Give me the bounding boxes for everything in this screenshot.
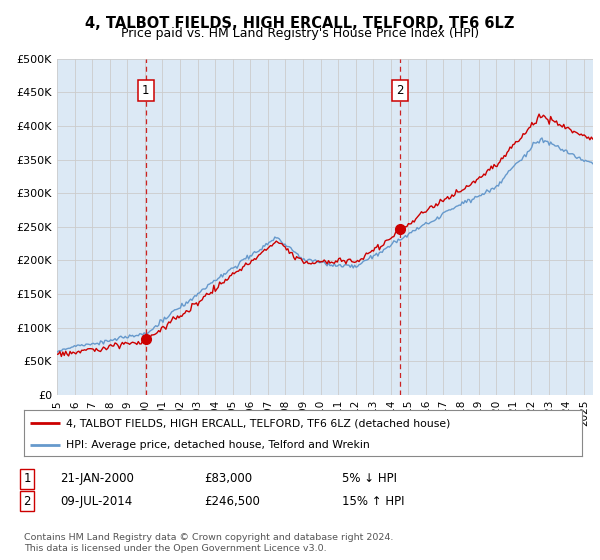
Text: 15% ↑ HPI: 15% ↑ HPI — [342, 494, 404, 508]
Text: 1: 1 — [23, 472, 31, 486]
Text: Contains HM Land Registry data © Crown copyright and database right 2024.
This d: Contains HM Land Registry data © Crown c… — [24, 533, 394, 553]
Text: 4, TALBOT FIELDS, HIGH ERCALL, TELFORD, TF6 6LZ: 4, TALBOT FIELDS, HIGH ERCALL, TELFORD, … — [85, 16, 515, 31]
Text: £246,500: £246,500 — [204, 494, 260, 508]
Text: 4, TALBOT FIELDS, HIGH ERCALL, TELFORD, TF6 6LZ (detached house): 4, TALBOT FIELDS, HIGH ERCALL, TELFORD, … — [66, 418, 450, 428]
Text: £83,000: £83,000 — [204, 472, 252, 486]
Text: 1: 1 — [142, 84, 149, 97]
Text: Price paid vs. HM Land Registry's House Price Index (HPI): Price paid vs. HM Land Registry's House … — [121, 27, 479, 40]
Text: 2: 2 — [396, 84, 404, 97]
Text: 5% ↓ HPI: 5% ↓ HPI — [342, 472, 397, 486]
Text: 2: 2 — [23, 494, 31, 508]
Text: HPI: Average price, detached house, Telford and Wrekin: HPI: Average price, detached house, Telf… — [66, 440, 370, 450]
Text: 09-JUL-2014: 09-JUL-2014 — [60, 494, 132, 508]
Text: 21-JAN-2000: 21-JAN-2000 — [60, 472, 134, 486]
